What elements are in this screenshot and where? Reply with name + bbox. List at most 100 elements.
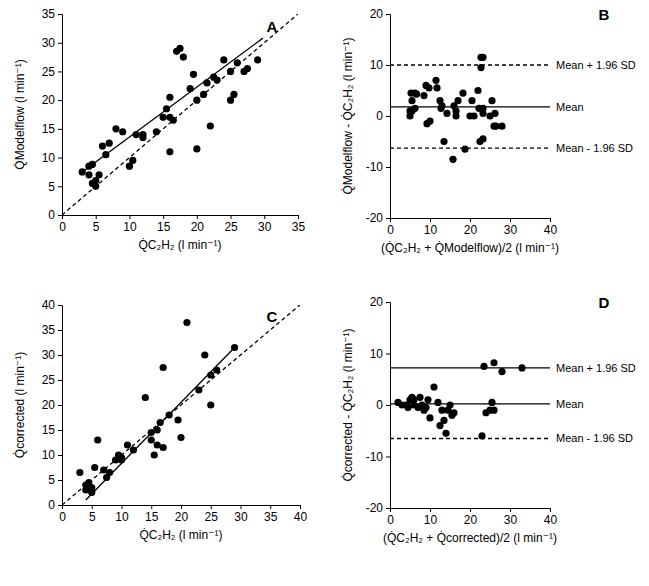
tick-label: 30 [258,220,272,234]
tick-mark [550,508,551,512]
y-axis: 05101520253035 [42,7,63,222]
tick: 10 [42,151,62,165]
line-labels: Mean + 1.96 SDMeanMean - 1.96 SD [556,59,636,154]
tick-mark [270,505,271,509]
tick: 30 [42,348,62,362]
tick-label: 5 [89,510,96,524]
point [95,171,102,178]
tick-label: 30 [42,36,56,50]
tick: 15 [157,215,171,234]
tick-label: -10 [366,160,384,174]
tick-label: 10 [370,58,384,72]
point [177,434,184,441]
tick-mark [58,380,62,381]
point [220,56,227,63]
point [190,71,197,78]
point [432,77,439,84]
tick-label: 20 [42,93,56,107]
point [112,125,119,132]
tick: 10 [115,505,129,524]
tick-label: 25 [224,220,238,234]
tick: 0 [376,109,390,123]
line [390,147,550,148]
point [488,399,495,406]
tick: 10 [42,448,62,462]
x-axis: 010203040 [387,218,557,237]
tick: 5 [48,180,62,194]
tick-label: 40 [544,223,558,237]
tick-mark [386,167,390,168]
tick-label: 10 [370,347,384,361]
tick: 0 [376,398,390,412]
tick: -20 [366,211,390,225]
axis-line [386,303,391,509]
tick: -20 [366,501,390,515]
point [106,140,113,147]
point [459,89,466,96]
tick-mark [58,505,62,506]
tick-label: 30 [234,510,248,524]
tick-label: -20 [366,501,384,515]
tick-mark [264,215,265,219]
line [390,367,550,368]
tick-mark [58,158,62,159]
point [479,110,486,117]
tick-mark [510,508,511,512]
tick: 5 [93,215,100,234]
tick: 20 [175,505,189,524]
axis-line [386,15,391,219]
point [420,92,427,99]
point [160,444,167,451]
plot-area [62,14,298,215]
tick-mark [58,330,62,331]
tick-mark [58,215,62,216]
point [498,123,505,130]
tick: 10 [424,508,438,527]
tick: 0 [48,498,62,512]
tick: 40 [294,505,308,524]
tick: 25 [205,505,219,524]
line-label: Mean - 1.96 SD [556,432,633,444]
tick-label: 20 [42,398,56,412]
tick-label: 30 [42,348,56,362]
point [119,128,126,135]
tick-label: 15 [42,122,56,136]
panel: 05101520253035400510152025303540Q̇C₂H₂ (… [13,298,307,542]
y-axis-title: Q̇Modelflow - Q̇C₂H₂ (l min⁻¹) [341,38,355,195]
tick-mark [231,215,232,219]
point [440,417,447,424]
tick: 40 [544,218,558,237]
point [180,53,187,60]
tick-mark [96,215,97,219]
tick: 20 [370,295,390,309]
point [440,138,447,145]
point [480,363,487,370]
y-axis: 0510152025303540 [42,298,63,512]
panel-title: A [267,18,278,35]
point [166,94,173,101]
tick-mark [129,215,130,219]
tick-label: 35 [264,510,278,524]
tick: 30 [42,36,62,50]
tick: 20 [191,215,205,234]
tick: 10 [370,58,390,72]
tick-label: 40 [544,513,558,527]
tick-label: 0 [48,208,55,222]
tick: 25 [42,65,62,79]
point [230,91,237,98]
point [193,145,200,152]
line-label: Mean - 1.96 SD [556,142,633,154]
tick-mark [298,215,299,219]
tick: 40 [544,508,558,527]
y-axis-title: Q̇Modelflow (l min⁻¹) [13,59,27,169]
point [430,383,437,390]
point [124,441,131,448]
x-axis-title: (Q̇C₂H₂ + Q̇corrected)/2 (l min⁻¹) [383,531,557,545]
point [490,407,497,414]
tick: 40 [42,298,62,312]
point [85,171,92,178]
panel-title: C [267,308,278,325]
point [468,97,475,104]
tick: 30 [504,508,518,527]
line [390,106,550,107]
